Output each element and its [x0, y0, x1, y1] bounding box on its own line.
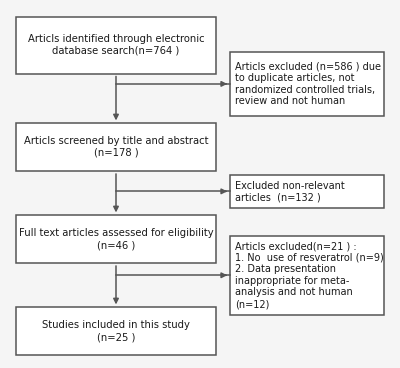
FancyBboxPatch shape	[230, 175, 384, 208]
Text: Articls identified through electronic
database search(n=764 ): Articls identified through electronic da…	[28, 34, 204, 56]
FancyBboxPatch shape	[16, 123, 216, 171]
FancyBboxPatch shape	[16, 17, 216, 74]
FancyBboxPatch shape	[230, 52, 384, 116]
Text: Articls screened by title and abstract
(n=178 ): Articls screened by title and abstract (…	[24, 137, 208, 158]
Text: Excluded non-relevant
articles  (n=132 ): Excluded non-relevant articles (n=132 )	[235, 181, 345, 202]
Text: Studies included in this study
(n=25 ): Studies included in this study (n=25 )	[42, 321, 190, 342]
FancyBboxPatch shape	[16, 307, 216, 355]
FancyBboxPatch shape	[230, 236, 384, 315]
Text: Full text articles assessed for eligibility
(n=46 ): Full text articles assessed for eligibil…	[19, 229, 213, 250]
Text: Articls excluded (n=586 ) due
to duplicate articles, not
randomized controlled t: Articls excluded (n=586 ) due to duplica…	[235, 61, 381, 106]
Text: Articls excluded(n=21 ) :
1. No  use of resveratrol (n=9)
2. Data presentation
i: Articls excluded(n=21 ) : 1. No use of r…	[235, 241, 384, 309]
FancyBboxPatch shape	[16, 215, 216, 263]
